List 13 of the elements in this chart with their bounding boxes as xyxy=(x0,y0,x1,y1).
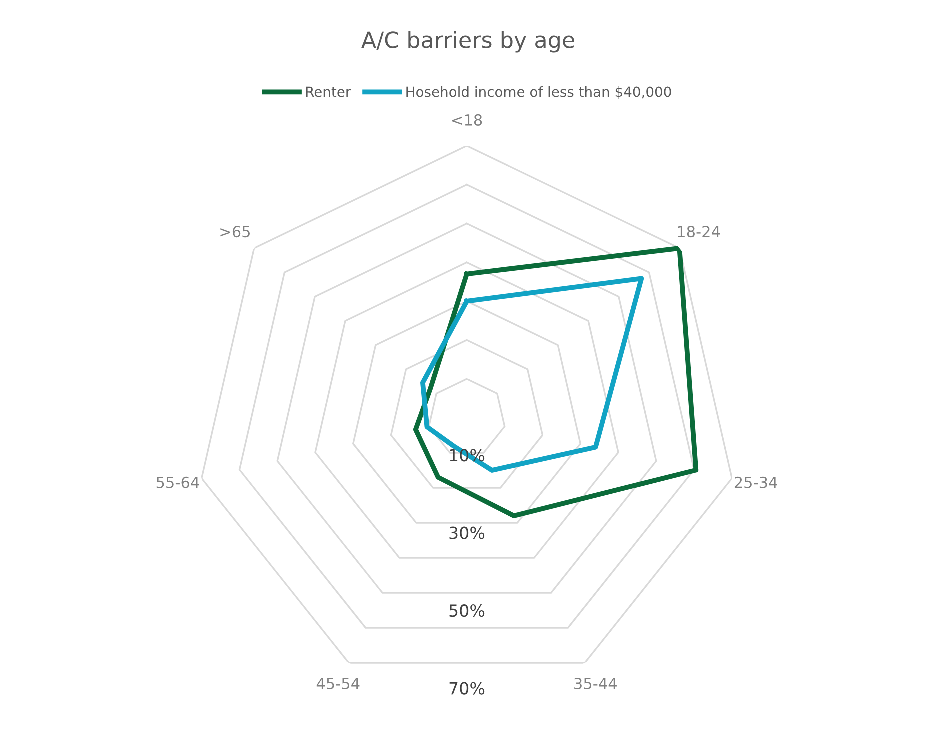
spoke-label: <18 xyxy=(452,114,482,126)
spoke-label: 35-44 xyxy=(574,678,617,690)
spoke-label: >65 xyxy=(220,226,250,238)
spoke-label: 55-64 xyxy=(156,476,200,488)
y-tick-label: 50% xyxy=(450,604,485,618)
spoke-label: 45-54 xyxy=(316,678,360,690)
y-tick-label: 70% xyxy=(450,682,485,695)
legend-label: Hosehold income of less than $40,000 xyxy=(406,86,672,100)
legend-label: Renter xyxy=(306,86,352,98)
spoke-label: 18-24 xyxy=(678,226,720,238)
chart-title: A/C barriers by age xyxy=(362,31,574,53)
y-tick-label: 30% xyxy=(450,526,485,540)
spoke-label: 25-34 xyxy=(734,476,778,488)
